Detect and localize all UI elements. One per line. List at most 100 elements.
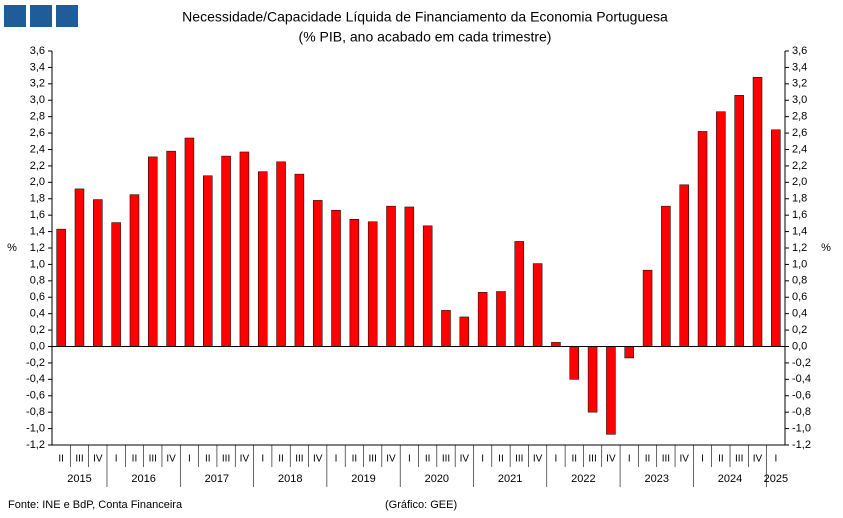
y2-tick-label: -1,0 <box>792 422 811 434</box>
y-tick-label: 1,4 <box>30 225 45 237</box>
bar <box>349 219 360 347</box>
y-tick-label: 2,6 <box>30 127 45 139</box>
year-label: 2019 <box>351 473 375 485</box>
y-tick-label: -0,2 <box>26 357 45 369</box>
x-tick-label: I <box>188 454 191 465</box>
bar <box>294 173 305 347</box>
bar <box>551 342 561 347</box>
x-tick-label: I <box>408 454 411 465</box>
x-tick-label: II <box>645 454 651 465</box>
x-tick-label: I <box>115 454 118 465</box>
y-axis-label: % <box>7 242 17 254</box>
bar <box>606 346 616 435</box>
x-tick-label: III <box>222 454 230 465</box>
x-tick-label: IV <box>240 454 250 465</box>
y2-tick-label: 2,6 <box>792 127 807 139</box>
bar <box>477 292 488 347</box>
y-tick-label: 1,0 <box>30 258 45 270</box>
year-label: 2020 <box>425 473 449 485</box>
chart-title: Necessidade/Capacidade Líquida de Financ… <box>182 9 668 25</box>
bar <box>642 269 653 347</box>
year-label: 2025 <box>764 473 788 485</box>
x-tick-label: I <box>774 454 777 465</box>
year-label: 2017 <box>205 473 229 485</box>
chart-subtitle: (% PIB, ano acabado em cada trimestre) <box>299 29 552 45</box>
y2-tick-label: 1,6 <box>792 209 807 221</box>
bar <box>257 171 268 347</box>
y2-tick-label: -0,4 <box>792 373 811 385</box>
x-tick-label: IV <box>166 454 176 465</box>
x-tick-label: III <box>369 454 377 465</box>
bar <box>203 175 213 347</box>
y2-tick-label: -0,6 <box>792 390 811 402</box>
x-tick-label: IV <box>386 454 396 465</box>
x-tick-label: IV <box>313 454 323 465</box>
x-tick-label: II <box>718 454 724 465</box>
bar <box>569 346 580 380</box>
y2-tick-label: -0,8 <box>792 406 811 418</box>
year-label: 2016 <box>131 473 155 485</box>
y-tick-label: 1,8 <box>30 193 45 205</box>
y2-tick-label: -1,2 <box>792 439 811 451</box>
year-label: 2015 <box>67 473 91 485</box>
x-tick-label: II <box>571 454 577 465</box>
bar <box>93 199 103 347</box>
bar <box>239 151 250 347</box>
bar <box>74 188 85 347</box>
y-tick-label: 0,6 <box>30 291 45 303</box>
y2-tick-label: 0,4 <box>792 308 807 320</box>
x-tick-label: III <box>588 454 596 465</box>
x-tick-label: III <box>149 454 157 465</box>
x-tick-label: I <box>261 454 264 465</box>
bar <box>331 209 341 347</box>
bar <box>496 291 506 347</box>
y2-tick-label: 0,2 <box>792 324 807 336</box>
y-tick-label: 2,4 <box>30 143 45 155</box>
y2-tick-label: 1,2 <box>792 242 807 254</box>
x-tick-label: III <box>442 454 450 465</box>
y-tick-label: -0,8 <box>26 406 45 418</box>
y2-tick-label: 2,2 <box>792 160 807 172</box>
x-tick-label: II <box>278 454 284 465</box>
x-tick-label: II <box>498 454 504 465</box>
bar <box>184 137 195 347</box>
x-tick-label: I <box>628 454 631 465</box>
bar <box>56 228 66 347</box>
bar <box>752 77 763 347</box>
x-tick-label: III <box>735 454 743 465</box>
y2-tick-label: 3,4 <box>792 61 807 73</box>
bar <box>716 111 726 347</box>
y-tick-label: 2,0 <box>30 176 45 188</box>
y2-tick-label: 3,6 <box>792 45 807 57</box>
bar <box>532 263 543 347</box>
y-tick-label: 1,6 <box>30 209 45 221</box>
y-tick-label: 3,0 <box>30 94 45 106</box>
y2-tick-label: 2,4 <box>792 143 807 155</box>
x-tick-label: II <box>58 454 64 465</box>
note: (Gráfico: GEE) <box>385 499 457 511</box>
bar <box>734 95 744 347</box>
x-tick-label: III <box>515 454 523 465</box>
bar <box>587 346 598 413</box>
year-label: 2022 <box>571 473 595 485</box>
x-tick-label: I <box>555 454 558 465</box>
y2-tick-label: 0,8 <box>792 275 807 287</box>
y2-tick-label: 0,0 <box>792 340 807 352</box>
y-tick-label: 3,6 <box>30 45 45 57</box>
x-tick-label: IV <box>533 454 543 465</box>
x-tick-label: II <box>352 454 358 465</box>
y-tick-label: 0,2 <box>30 324 45 336</box>
y2-tick-label: 3,2 <box>792 78 807 90</box>
x-tick-label: IV <box>679 454 689 465</box>
logo-block <box>4 5 26 27</box>
logo-block <box>30 5 52 27</box>
bar <box>679 184 689 347</box>
year-label: 2018 <box>278 473 302 485</box>
y-tick-label: 2,8 <box>30 111 45 123</box>
bar <box>459 316 470 347</box>
y2-tick-label: 0,6 <box>792 291 807 303</box>
x-tick-label: IV <box>93 454 103 465</box>
y-tick-label: -1,0 <box>26 422 45 434</box>
bar <box>166 150 176 347</box>
